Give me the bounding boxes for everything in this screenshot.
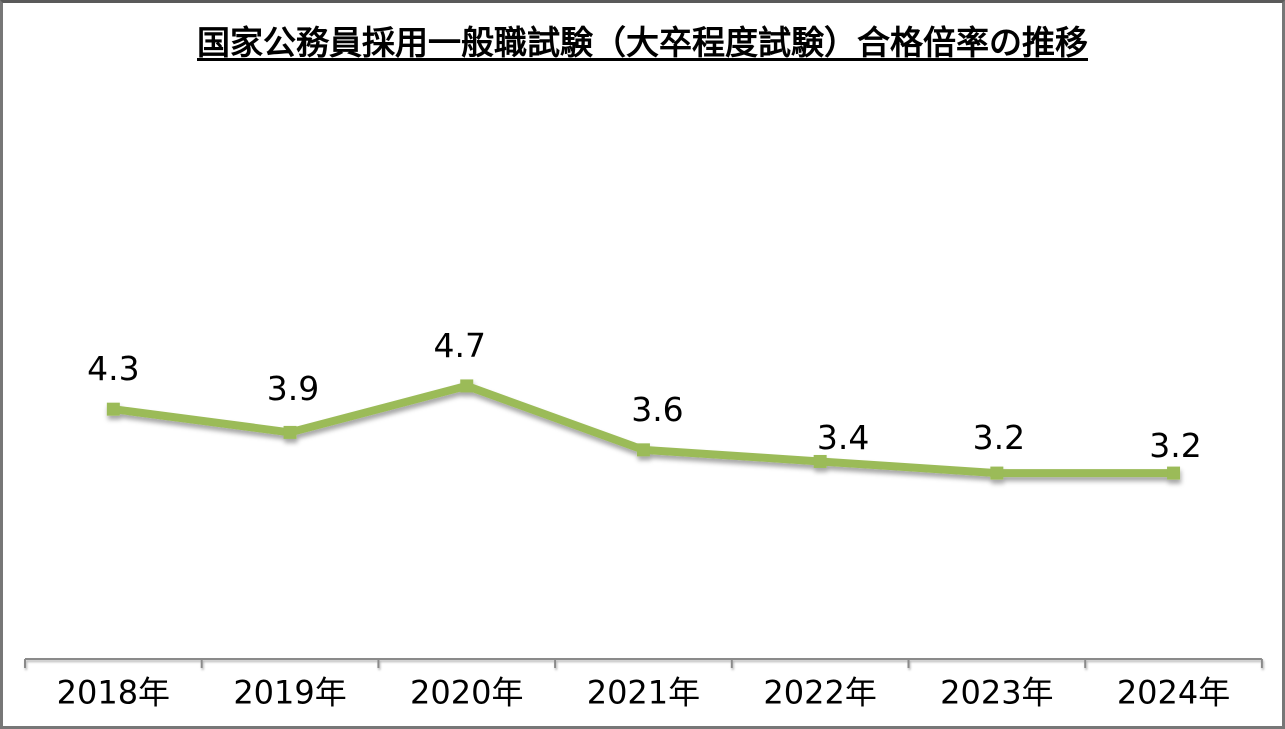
data-point-marker: [636, 443, 650, 457]
chart-title: 国家公務員採用一般職試験（大卒程度試験）合格倍率の推移: [197, 23, 1088, 62]
x-axis-category-label: 2019年: [233, 673, 347, 712]
data-point-marker: [283, 425, 297, 439]
x-axis-category-label: 2022年: [763, 673, 877, 712]
x-axis-category-label: 2023年: [940, 673, 1054, 712]
data-point-marker: [813, 454, 827, 468]
x-axis-category-label: 2020年: [410, 673, 524, 712]
data-point-marker: [990, 466, 1004, 480]
data-label: 4.3: [87, 349, 140, 389]
data-label: 3.2: [972, 417, 1026, 457]
data-label: 3.6: [631, 389, 684, 429]
data-point-marker: [460, 379, 474, 393]
line-chart-canvas: [24, 379, 1263, 668]
x-axis-category-label: 2018年: [56, 673, 171, 712]
data-label: 3.9: [266, 369, 320, 409]
x-axis: [24, 658, 1263, 668]
data-point-marker: [106, 402, 120, 416]
data-label: 4.7: [433, 325, 486, 365]
trend-line-series: [106, 379, 1181, 480]
data-point-marker: [1167, 466, 1181, 480]
x-axis-category-label: 2024年: [1116, 673, 1231, 712]
data-label: 3.4: [816, 418, 870, 458]
x-axis-category-label: 2021年: [586, 673, 701, 712]
data-label: 3.2: [1149, 425, 1202, 465]
